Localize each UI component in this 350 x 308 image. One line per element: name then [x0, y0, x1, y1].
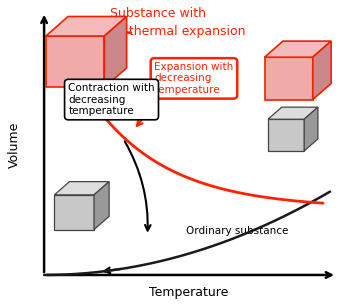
- Polygon shape: [304, 107, 318, 151]
- Polygon shape: [265, 57, 313, 99]
- Polygon shape: [268, 107, 318, 119]
- Polygon shape: [55, 195, 94, 229]
- Polygon shape: [46, 36, 104, 87]
- Polygon shape: [313, 41, 331, 99]
- Text: negative thermal expansion: negative thermal expansion: [70, 26, 246, 38]
- Text: Temperature: Temperature: [149, 286, 229, 299]
- Text: Ordinary substance: Ordinary substance: [186, 226, 288, 236]
- Polygon shape: [55, 182, 109, 195]
- Text: Expansion with
decreasing
temperature: Expansion with decreasing temperature: [154, 62, 233, 95]
- Polygon shape: [46, 17, 127, 36]
- Text: Substance with: Substance with: [110, 7, 206, 20]
- Text: Volume: Volume: [8, 122, 21, 168]
- Polygon shape: [265, 41, 331, 57]
- Polygon shape: [104, 17, 127, 87]
- Text: Contraction with
decreasing
temperature: Contraction with decreasing temperature: [68, 83, 155, 116]
- Polygon shape: [94, 182, 109, 229]
- Polygon shape: [268, 119, 304, 151]
